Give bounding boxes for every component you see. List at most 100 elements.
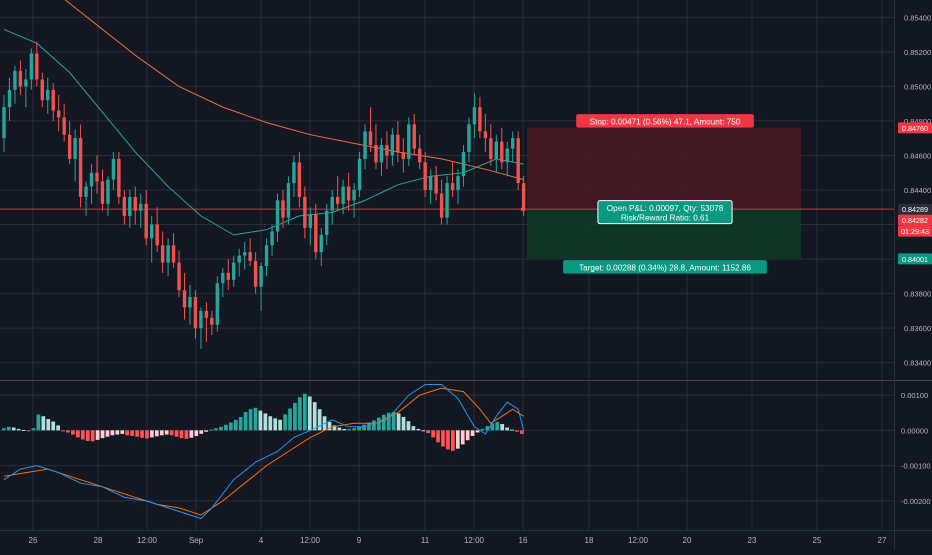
- candle-body[interactable]: [67, 134, 72, 159]
- candle-body[interactable]: [412, 124, 416, 149]
- candle-body[interactable]: [78, 138, 83, 197]
- candle-body[interactable]: [232, 262, 236, 280]
- candle-body[interactable]: [521, 183, 526, 211]
- candle-body[interactable]: [516, 138, 520, 184]
- candle-body[interactable]: [368, 131, 373, 146]
- candle-body[interactable]: [215, 283, 220, 325]
- candle-body[interactable]: [472, 107, 477, 125]
- candle-body[interactable]: [7, 89, 12, 108]
- candle-body[interactable]: [24, 79, 28, 87]
- candle-body[interactable]: [292, 162, 296, 184]
- candle-body[interactable]: [193, 297, 198, 329]
- candle-body[interactable]: [352, 190, 356, 201]
- candle-body[interactable]: [483, 131, 488, 139]
- candle-body[interactable]: [461, 152, 466, 177]
- candle-body[interactable]: [62, 117, 66, 135]
- candle-body[interactable]: [314, 214, 318, 253]
- candle-body[interactable]: [2, 107, 6, 139]
- candle-body[interactable]: [139, 203, 143, 211]
- candle-body[interactable]: [434, 176, 438, 194]
- candle-body[interactable]: [500, 141, 504, 163]
- candle-body[interactable]: [13, 70, 17, 90]
- stop-zone[interactable]: [527, 127, 801, 210]
- candle-body[interactable]: [242, 252, 247, 256]
- candle-body[interactable]: [325, 210, 329, 235]
- candle-body[interactable]: [505, 148, 509, 163]
- candle-body[interactable]: [226, 272, 230, 280]
- candle-body[interactable]: [418, 148, 422, 163]
- candle-body[interactable]: [188, 297, 192, 308]
- candle-body[interactable]: [407, 124, 411, 159]
- candle-body[interactable]: [428, 176, 433, 190]
- candle-body[interactable]: [319, 234, 323, 253]
- candle-body[interactable]: [346, 186, 351, 201]
- candle-body[interactable]: [253, 260, 258, 287]
- candle-body[interactable]: [259, 266, 263, 287]
- candle-body[interactable]: [511, 138, 515, 149]
- candle-body[interactable]: [275, 200, 280, 232]
- candle-body[interactable]: [456, 176, 460, 190]
- candle-body[interactable]: [297, 162, 302, 197]
- candle-body[interactable]: [221, 272, 225, 284]
- candle-body[interactable]: [335, 196, 340, 204]
- candle-body[interactable]: [18, 70, 23, 87]
- candle-body[interactable]: [111, 158, 116, 180]
- candle-body[interactable]: [423, 162, 427, 190]
- candle-body[interactable]: [363, 131, 367, 159]
- candle-body[interactable]: [281, 200, 285, 218]
- candle-body[interactable]: [133, 196, 137, 211]
- candle-body[interactable]: [106, 179, 110, 204]
- candle-body[interactable]: [51, 89, 55, 111]
- candle-body[interactable]: [489, 138, 493, 159]
- candle-body[interactable]: [84, 186, 88, 197]
- candle-body[interactable]: [122, 196, 127, 216]
- candle-body[interactable]: [264, 245, 269, 266]
- candle-body[interactable]: [210, 317, 214, 325]
- candle-body[interactable]: [401, 152, 406, 159]
- candle-body[interactable]: [171, 245, 176, 263]
- candle-body[interactable]: [308, 214, 313, 228]
- candle-body[interactable]: [330, 196, 334, 211]
- candle-body[interactable]: [396, 134, 400, 152]
- candle-body[interactable]: [35, 53, 39, 80]
- candle-body[interactable]: [166, 245, 170, 263]
- candle-body[interactable]: [177, 262, 181, 291]
- candle-body[interactable]: [390, 134, 395, 156]
- candle-body[interactable]: [160, 245, 165, 263]
- candle-body[interactable]: [128, 196, 132, 216]
- candle-body[interactable]: [149, 224, 154, 239]
- candle-body[interactable]: [439, 193, 444, 218]
- candle-body[interactable]: [29, 53, 34, 80]
- candle-body[interactable]: [303, 196, 307, 228]
- candle-body[interactable]: [204, 310, 209, 318]
- candle-body[interactable]: [199, 310, 203, 329]
- candle-body[interactable]: [95, 172, 99, 182]
- candle-body[interactable]: [182, 290, 187, 308]
- candle-body[interactable]: [467, 124, 471, 152]
- candle-body[interactable]: [155, 224, 159, 246]
- candle-body[interactable]: [450, 183, 455, 190]
- candle-body[interactable]: [341, 186, 345, 204]
- candle-body[interactable]: [46, 89, 50, 101]
- candle-body[interactable]: [73, 138, 77, 159]
- candle-body[interactable]: [445, 183, 449, 218]
- candle-body[interactable]: [57, 110, 61, 118]
- candle-body[interactable]: [286, 183, 291, 218]
- time-axis-label: 23: [748, 536, 757, 545]
- candle-body[interactable]: [357, 158, 362, 190]
- candle-body[interactable]: [40, 79, 44, 101]
- candle-body[interactable]: [89, 172, 94, 187]
- candle-body[interactable]: [117, 158, 121, 197]
- candle-body[interactable]: [144, 203, 148, 239]
- candle-body[interactable]: [270, 231, 274, 246]
- candle-body[interactable]: [379, 145, 384, 163]
- candle-body[interactable]: [385, 145, 389, 156]
- candle-body[interactable]: [494, 141, 498, 159]
- candle-body[interactable]: [478, 107, 482, 132]
- candle-body[interactable]: [248, 252, 252, 261]
- candle-body[interactable]: [374, 145, 378, 163]
- candle-body[interactable]: [100, 181, 105, 204]
- candle-body[interactable]: [237, 255, 241, 263]
